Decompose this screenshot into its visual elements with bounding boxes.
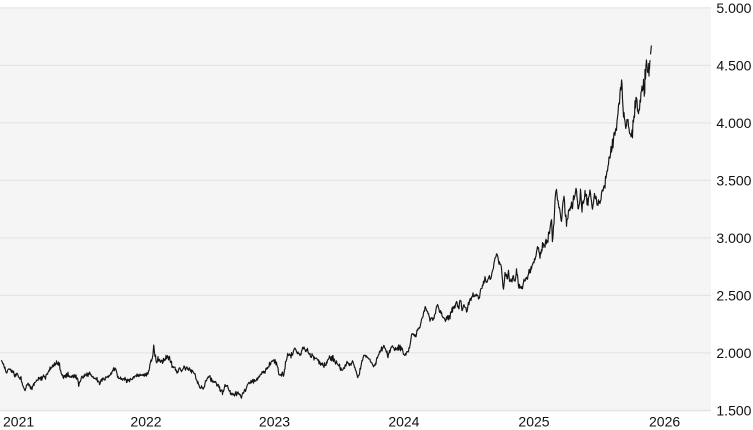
svg-text:2022: 2022 <box>130 413 161 429</box>
svg-text:2021: 2021 <box>3 413 34 429</box>
svg-text:2025: 2025 <box>518 413 549 429</box>
svg-text:2024: 2024 <box>388 413 419 429</box>
svg-text:4.500: 4.500 <box>716 58 751 74</box>
svg-text:2026: 2026 <box>649 413 680 429</box>
svg-text:2023: 2023 <box>259 413 290 429</box>
svg-text:2.500: 2.500 <box>716 288 751 304</box>
svg-text:3.000: 3.000 <box>716 230 751 246</box>
svg-text:1.500: 1.500 <box>716 403 751 419</box>
svg-text:2.000: 2.000 <box>716 345 751 361</box>
svg-text:4.000: 4.000 <box>716 115 751 131</box>
svg-text:3.500: 3.500 <box>716 173 751 189</box>
svg-text:5.000: 5.000 <box>716 0 751 16</box>
